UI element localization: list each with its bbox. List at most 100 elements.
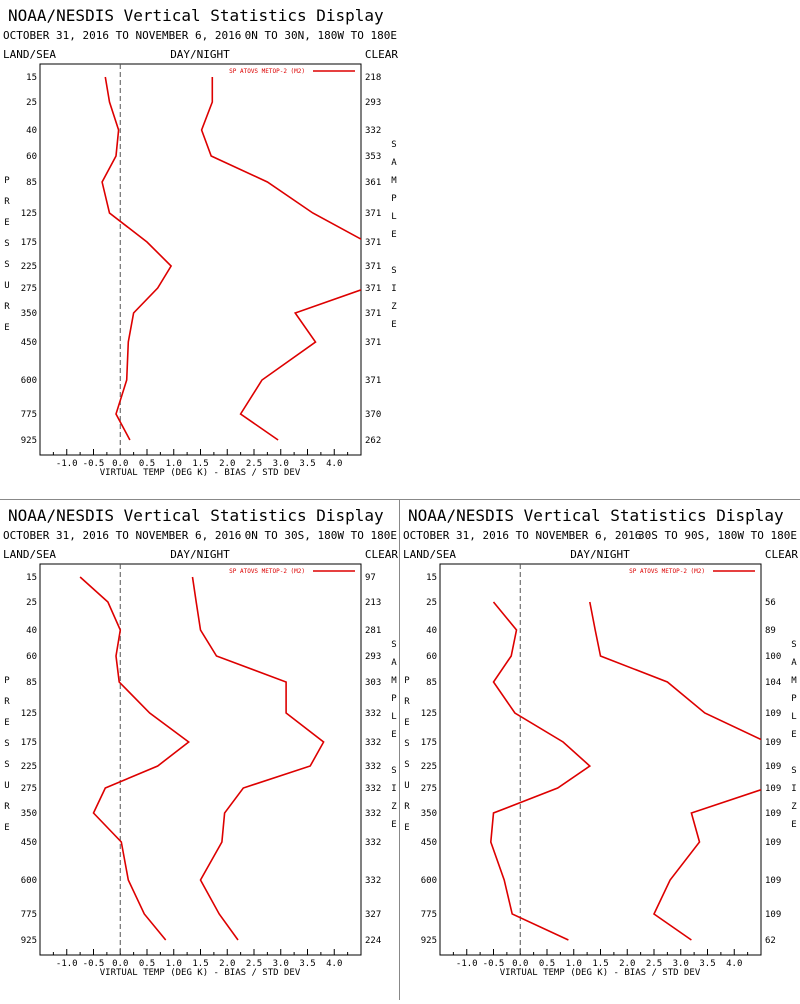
x-tick-label: -0.5: [483, 959, 505, 969]
sample-size-label: 361: [365, 178, 381, 188]
sample-size-label: 371: [365, 262, 381, 272]
pressure-tick-label: 775: [21, 410, 37, 420]
sample-size-label: 371: [365, 209, 381, 219]
x-axis-label: VIRTUAL TEMP (DEG K) - BIAS / STD DEV: [100, 968, 301, 978]
sample-size-label: 332: [365, 784, 381, 794]
x-tick-label: 1.0: [166, 459, 182, 469]
pressure-axis-letter: U: [4, 281, 9, 291]
size-axis-letter: E: [391, 320, 396, 330]
panel-0n-30s: NOAA/NESDIS Vertical Statistics Display O…: [0, 500, 400, 1000]
pressure-tick-label: 60: [26, 152, 37, 162]
bias-series-line: [489, 601, 592, 941]
sample-axis-letter: E: [391, 730, 396, 740]
x-tick-label: 1.5: [192, 459, 208, 469]
sample-axis-letter: L: [791, 712, 796, 722]
vertical-stats-chart: NOAA/NESDIS Vertical Statistics Display O…: [3, 506, 398, 978]
sample-size-label: 332: [365, 126, 381, 136]
size-axis-letter: E: [791, 820, 796, 830]
sample-size-label: 97: [365, 573, 376, 583]
sample-size-label: 293: [365, 652, 381, 662]
size-axis-letter: Z: [791, 802, 797, 812]
sample-size-label: 281: [365, 626, 381, 636]
pressure-axis-letter: U: [404, 781, 409, 791]
pressure-axis-letter: E: [404, 823, 409, 833]
pressure-tick-label: 15: [426, 573, 437, 583]
pressure-axis-letter: S: [404, 739, 409, 749]
sample-size-label: 109: [765, 762, 781, 772]
pressure-tick-label: 450: [21, 838, 37, 848]
pressure-tick-label: 275: [21, 284, 37, 294]
x-tick-label: -1.0: [56, 459, 78, 469]
empty-quadrant: [400, 0, 800, 500]
pressure-axis-letter: E: [4, 218, 9, 228]
sample-axis-letter: S: [791, 640, 796, 650]
sample-size-label: 89: [765, 626, 776, 636]
pressure-axis-letter: R: [4, 197, 10, 207]
sample-size-label: 293: [365, 98, 381, 108]
pressure-tick-label: 600: [21, 376, 37, 386]
land-sea-label: LAND/SEA: [3, 548, 56, 561]
bias-series-line: [101, 76, 173, 441]
sample-axis-letter: M: [391, 176, 397, 186]
sample-axis-letter: E: [791, 730, 796, 740]
size-axis-letter: I: [791, 784, 796, 794]
x-tick-label: 3.0: [673, 959, 689, 969]
legend-label: SP ATOVS METOP-2 (M2): [629, 568, 705, 575]
chart-title: NOAA/NESDIS Vertical Statistics Display: [8, 506, 384, 525]
pressure-tick-label: 60: [426, 652, 437, 662]
x-tick-label: 2.5: [646, 959, 662, 969]
pressure-tick-label: 125: [421, 709, 437, 719]
pressure-tick-label: 15: [26, 573, 37, 583]
size-axis-letter: S: [391, 766, 396, 776]
sample-axis-letter: P: [791, 694, 797, 704]
legend-label: SP ATOVS METOP-2 (M2): [229, 568, 305, 575]
x-tick-label: 2.0: [619, 959, 635, 969]
pressure-axis-letter: R: [4, 302, 10, 312]
pressure-tick-label: 25: [26, 598, 37, 608]
date-range: OCTOBER 31, 2016 TO NOVEMBER 6, 2016: [403, 529, 641, 542]
pressure-tick-label: 600: [21, 876, 37, 886]
region-label: 0N TO 30N, 180W TO 180E: [245, 29, 397, 42]
region-label: 30S TO 90S, 180W TO 180E: [638, 529, 797, 542]
pressure-tick-label: 40: [26, 126, 37, 136]
sample-size-label: 371: [365, 309, 381, 319]
sample-size-label: 213: [365, 598, 381, 608]
x-tick-label: 3.5: [299, 959, 315, 969]
panel-30s-90s: NOAA/NESDIS Vertical Statistics Display O…: [400, 500, 800, 1000]
pressure-tick-label: 350: [21, 809, 37, 819]
x-tick-label: 1.0: [166, 959, 182, 969]
pressure-tick-label: 225: [21, 762, 37, 772]
x-tick-label: -0.5: [83, 459, 105, 469]
vertical-stats-chart: NOAA/NESDIS Vertical Statistics Display O…: [403, 506, 798, 978]
pressure-tick-label: 450: [421, 838, 437, 848]
pressure-axis-letter: P: [4, 176, 10, 186]
pressure-tick-label: 600: [421, 876, 437, 886]
pressure-tick-label: 925: [21, 436, 37, 446]
sample-axis-letter: A: [391, 658, 397, 668]
pressure-tick-label: 60: [26, 652, 37, 662]
size-axis-letter: I: [391, 784, 396, 794]
x-tick-label: 0.5: [539, 959, 555, 969]
sample-size-label: 100: [765, 652, 781, 662]
pressure-tick-label: 175: [21, 738, 37, 748]
pressure-tick-label: 125: [21, 709, 37, 719]
sample-axis-letter: A: [391, 158, 397, 168]
pressure-tick-label: 275: [21, 784, 37, 794]
sample-size-label: 371: [365, 284, 381, 294]
day-night-label: DAY/NIGHT: [170, 48, 230, 61]
sample-size-label: 371: [365, 376, 381, 386]
x-tick-label: 4.0: [326, 459, 342, 469]
x-tick-label: 1.5: [592, 959, 608, 969]
sample-size-label: 218: [365, 73, 381, 83]
x-tick-label: 3.5: [299, 459, 315, 469]
sample-size-label: 56: [765, 598, 776, 608]
sample-size-label: 109: [765, 910, 781, 920]
pressure-axis-letter: S: [4, 260, 9, 270]
date-range: OCTOBER 31, 2016 TO NOVEMBER 6, 2016: [3, 29, 241, 42]
sample-size-label: 104: [765, 678, 781, 688]
pressure-tick-label: 40: [426, 626, 437, 636]
pressure-tick-label: 350: [21, 309, 37, 319]
pressure-axis-letter: E: [4, 823, 9, 833]
sample-size-label: 62: [765, 936, 776, 946]
sample-size-label: 327: [365, 910, 381, 920]
